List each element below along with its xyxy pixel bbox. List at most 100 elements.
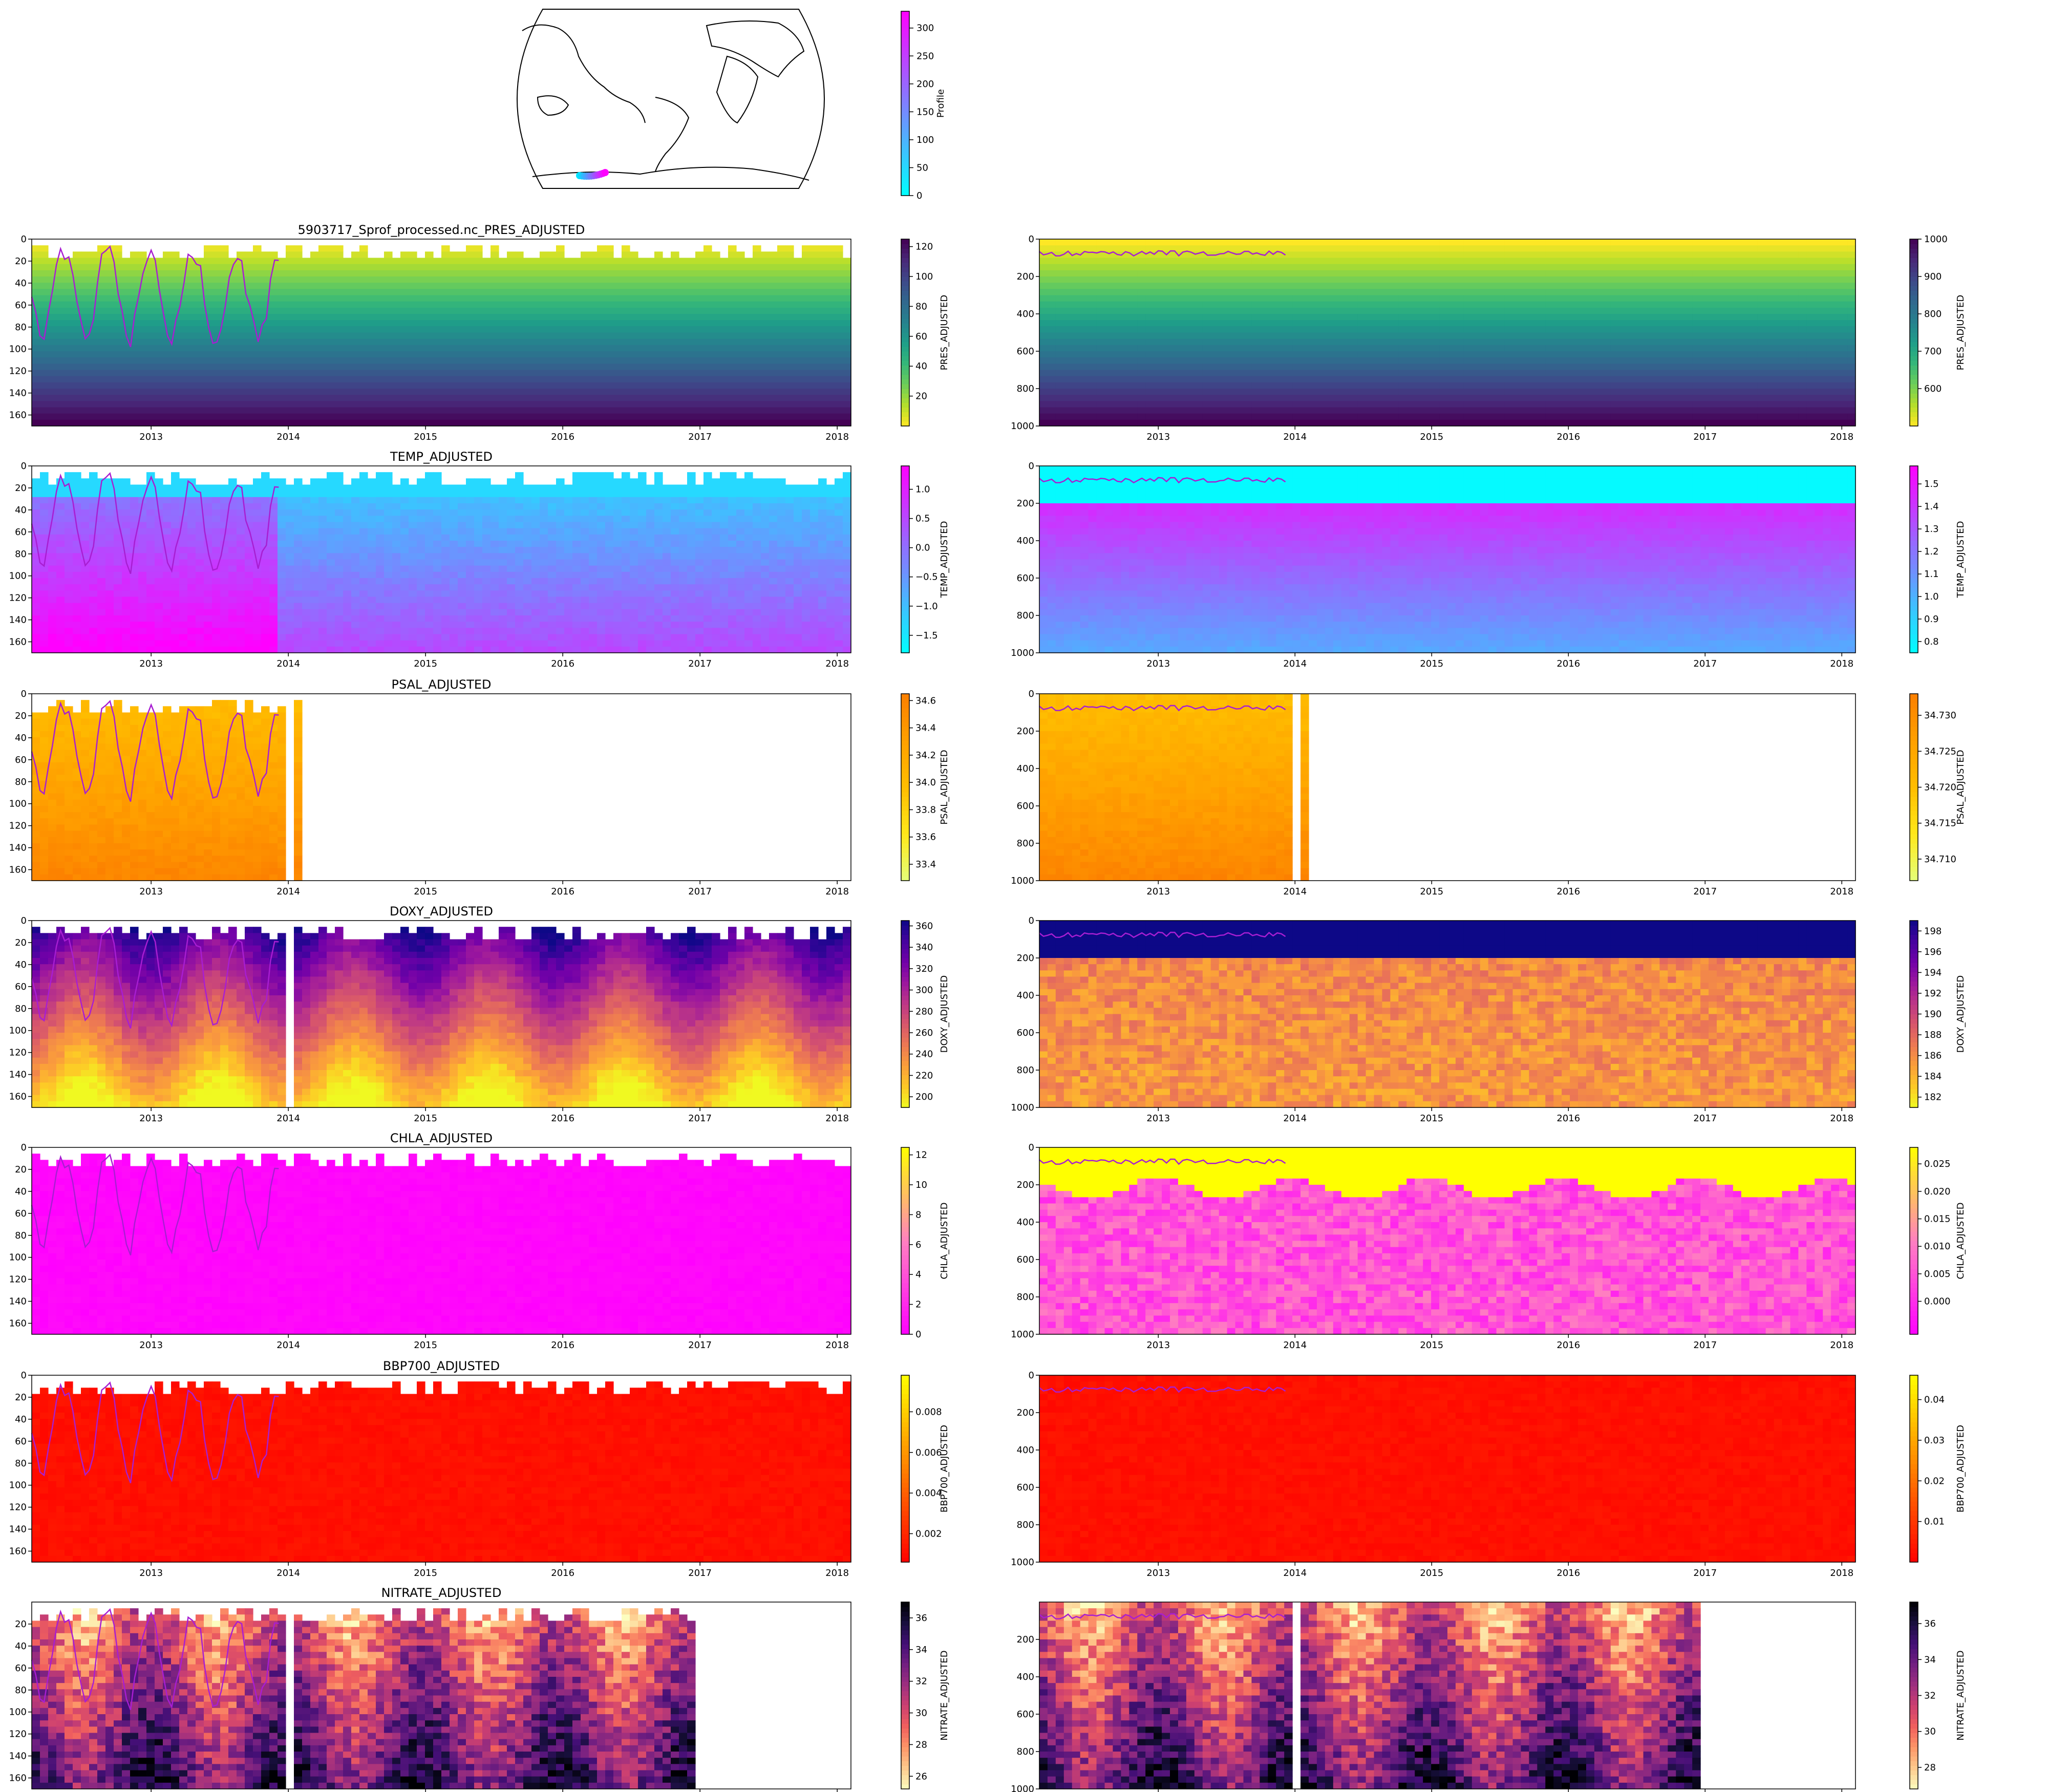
heatmap-cell xyxy=(1154,370,1162,377)
heatmap-cell xyxy=(65,395,73,401)
heatmap-cell xyxy=(384,401,393,408)
heatmap-cell xyxy=(499,401,507,408)
heatmap-cell xyxy=(1316,364,1326,371)
heatmap-cell xyxy=(450,376,458,383)
heatmap-cell xyxy=(548,357,557,364)
heatmap-cell xyxy=(1178,307,1187,314)
heatmap-cell xyxy=(761,389,770,395)
heatmap-cell xyxy=(1055,276,1064,283)
heatmap-cell xyxy=(1178,320,1187,327)
heatmap-cell xyxy=(1202,345,1211,352)
heatmap-cell xyxy=(597,332,606,339)
heatmap-cell xyxy=(1488,270,1497,277)
heatmap-cell xyxy=(703,351,712,358)
heatmap-cell xyxy=(835,407,843,414)
heatmap-cell xyxy=(1333,289,1342,296)
heatmap-cell xyxy=(138,345,147,352)
heatmap-cell xyxy=(286,270,294,277)
heatmap-cell xyxy=(318,407,327,414)
heatmap-cell xyxy=(1578,413,1587,420)
heatmap-cell xyxy=(441,301,450,308)
heatmap-cell xyxy=(835,389,843,395)
heatmap-cell xyxy=(777,264,786,271)
heatmap-cell xyxy=(794,283,802,289)
heatmap-cell xyxy=(1178,351,1187,358)
heatmap-cell xyxy=(499,382,507,389)
heatmap-cell xyxy=(1227,245,1236,252)
heatmap-cell xyxy=(73,364,81,371)
heatmap-cell xyxy=(1309,289,1317,296)
heatmap-cell xyxy=(1300,395,1309,401)
heatmap-cell xyxy=(1088,245,1097,252)
heatmap-cell xyxy=(417,419,425,426)
heatmap-cell xyxy=(1471,401,1481,408)
heatmap-cell xyxy=(695,357,704,364)
heatmap-cell xyxy=(138,357,147,364)
heatmap-cell xyxy=(679,389,688,395)
heatmap-cell xyxy=(1227,370,1236,377)
heatmap-cell xyxy=(474,270,483,277)
heatmap-cell xyxy=(286,301,294,308)
heatmap-cell xyxy=(97,295,106,302)
heatmap-cells xyxy=(1039,239,1856,426)
heatmap-cell xyxy=(1129,245,1138,252)
heatmap-cell xyxy=(1129,276,1138,283)
heatmap-cell xyxy=(65,332,73,339)
heatmap-cell xyxy=(794,258,802,265)
heatmap-cell xyxy=(1309,320,1317,327)
heatmap-cell xyxy=(1406,326,1415,333)
heatmap-cell xyxy=(97,407,106,414)
heatmap-cell xyxy=(507,370,516,377)
heatmap-cell xyxy=(237,307,245,314)
heatmap-cell xyxy=(753,407,761,414)
heatmap-cell xyxy=(187,320,196,327)
heatmap-cell xyxy=(1594,326,1603,333)
heatmap-cell xyxy=(622,295,630,302)
heatmap-cell xyxy=(810,289,819,296)
heatmap-cell xyxy=(1447,289,1456,296)
heatmap-cell xyxy=(187,413,196,420)
heatmap-cell xyxy=(761,326,770,333)
heatmap-cell xyxy=(1545,289,1554,296)
heatmap-cell xyxy=(1243,332,1252,339)
heatmap-cell xyxy=(441,251,450,259)
heatmap-cell xyxy=(1463,401,1473,408)
heatmap-cell xyxy=(802,395,810,401)
heatmap-cell xyxy=(1300,326,1309,333)
heatmap-cell xyxy=(687,389,696,395)
heatmap-cell xyxy=(777,376,786,383)
heatmap-cell xyxy=(1292,264,1301,271)
heatmap-cell xyxy=(384,351,393,358)
heatmap-cell xyxy=(1423,345,1432,352)
heatmap-cell xyxy=(261,395,270,401)
heatmap-cell xyxy=(777,389,786,395)
heatmap-cell xyxy=(204,264,212,271)
heatmap-cell xyxy=(531,301,540,308)
heatmap-cell xyxy=(65,270,73,277)
heatmap-cell xyxy=(212,258,221,265)
heatmap-cell xyxy=(425,264,434,271)
heatmap-cell xyxy=(73,270,81,277)
heatmap-cell xyxy=(474,258,483,265)
heatmap-cell xyxy=(56,345,65,352)
heatmap-cell xyxy=(1578,251,1587,259)
heatmap-cell xyxy=(556,276,565,283)
heatmap-cell xyxy=(302,295,311,302)
heatmap-cell xyxy=(1382,389,1391,395)
heatmap-cell xyxy=(1047,401,1056,408)
heatmap-cell xyxy=(490,307,499,314)
heatmap-cell xyxy=(1309,338,1317,346)
heatmap-cell xyxy=(1055,376,1064,383)
heatmap-cell xyxy=(392,326,401,333)
heatmap-cell xyxy=(540,289,548,296)
heatmap-cell xyxy=(1284,239,1293,246)
heatmap-cell xyxy=(728,314,737,321)
heatmap-cell xyxy=(1374,258,1383,265)
heatmap-cell xyxy=(212,245,221,252)
heatmap-cell xyxy=(523,258,532,265)
heatmap-cell xyxy=(294,338,303,346)
heatmap-cell xyxy=(1366,326,1375,333)
heatmap-cell xyxy=(335,307,344,314)
heatmap-cell xyxy=(1219,276,1228,283)
heatmap-cell xyxy=(318,295,327,302)
